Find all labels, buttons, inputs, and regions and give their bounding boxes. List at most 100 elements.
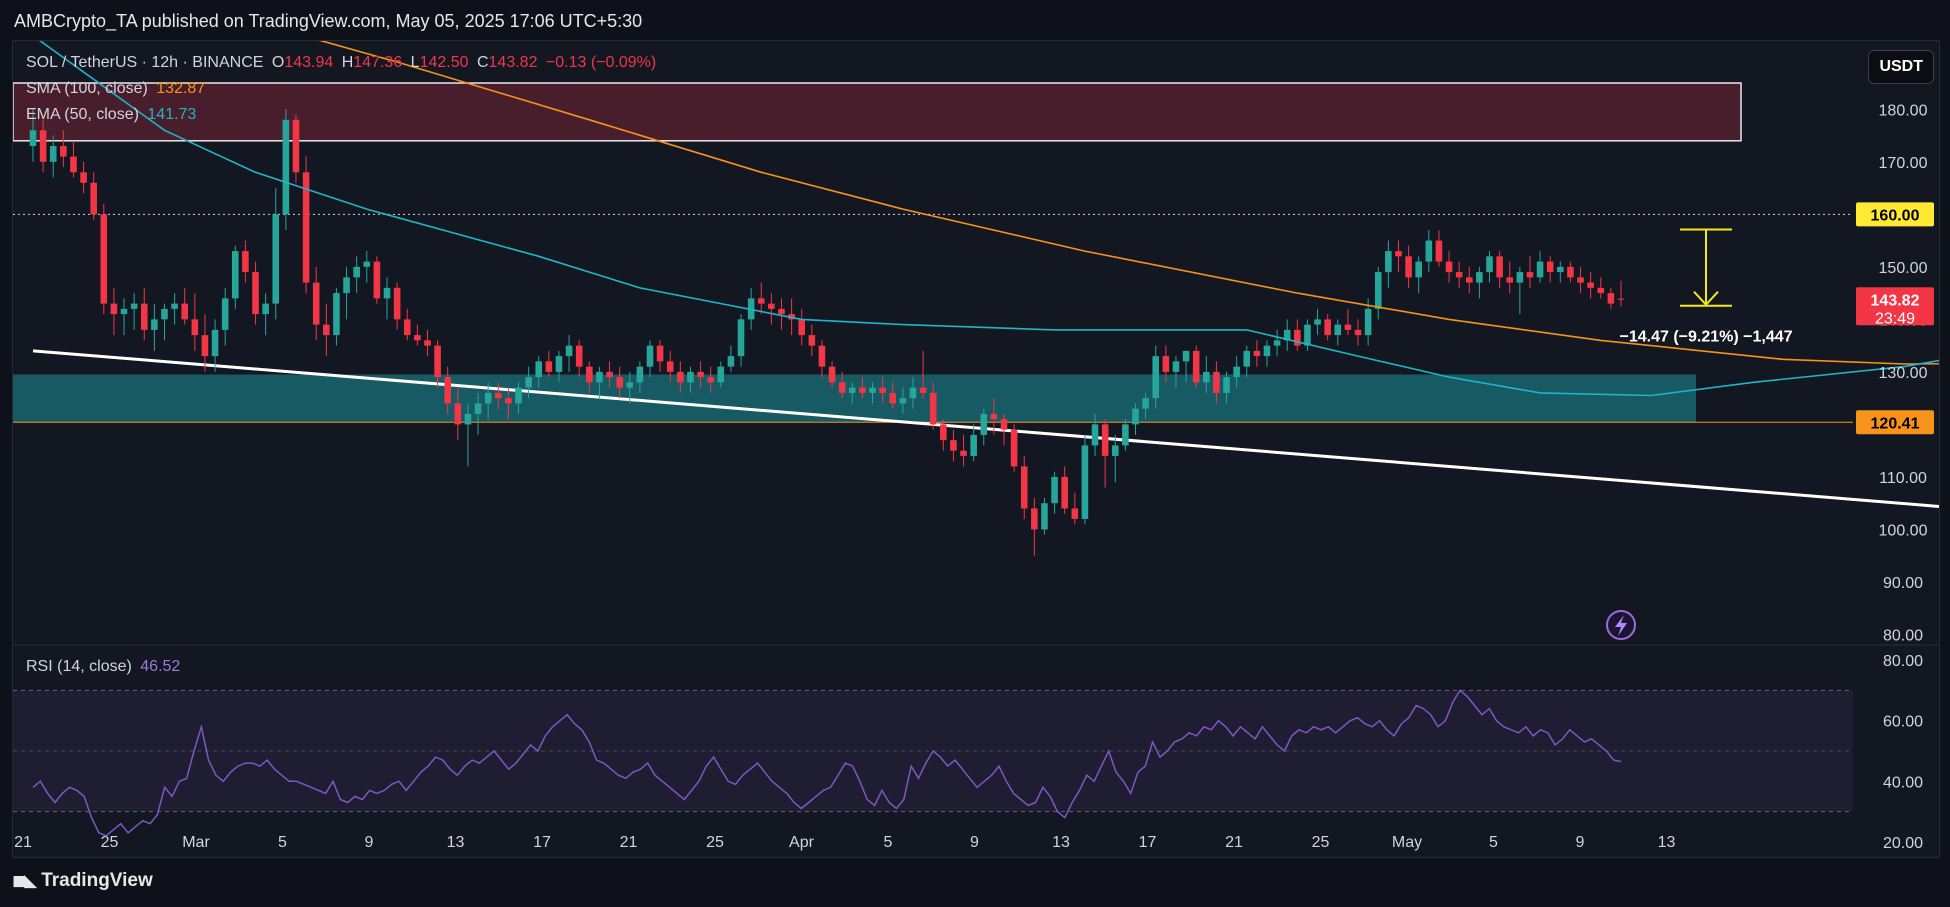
candle-body	[869, 387, 876, 393]
date-tick-label: 21	[14, 834, 32, 851]
ema-legend[interactable]: EMA (50, close) 141.73	[26, 106, 200, 124]
candle-body	[1425, 240, 1433, 262]
lightning-icon	[1615, 615, 1627, 636]
date-tick-label: 21	[620, 834, 638, 851]
candle-body	[1304, 324, 1311, 346]
candle-body	[1617, 298, 1625, 300]
candle-body	[757, 298, 765, 304]
footer-logo[interactable]: ◼◣ TradingView	[12, 870, 153, 892]
candle-body	[494, 392, 502, 399]
candle-body	[1283, 329, 1291, 341]
candle-body	[727, 356, 735, 367]
rsi-line[interactable]	[32, 689, 1622, 837]
date-tick-label: 9	[365, 834, 374, 851]
currency-button[interactable]: USDT	[1868, 50, 1934, 84]
candle-body	[1061, 476, 1068, 509]
candle-body	[90, 182, 97, 215]
measure-arrow-icon	[1693, 291, 1719, 307]
close-value: 143.82	[488, 54, 538, 71]
candle-body	[464, 413, 472, 425]
rsi-tick-label: 80.00	[1883, 653, 1923, 670]
candle-body	[1395, 251, 1402, 257]
date-tick-label: May	[1392, 834, 1422, 851]
symbol-name[interactable]: SOL / TetherUS · 12h · BINANCE	[26, 54, 264, 71]
candle-body	[646, 345, 654, 367]
candle-body	[60, 146, 67, 157]
candle-body	[535, 361, 543, 378]
candle-body	[1496, 256, 1503, 278]
candle-body	[414, 335, 421, 341]
candle-body	[1364, 308, 1372, 336]
badge-120-bg	[1856, 410, 1934, 435]
high-label: H	[341, 54, 354, 71]
candle-body	[29, 130, 37, 147]
candle-body	[596, 371, 603, 383]
candle-body	[616, 377, 623, 388]
candle-body	[1455, 272, 1463, 278]
candle-body	[515, 387, 522, 404]
candle-body	[859, 387, 866, 393]
badge-160-bg	[1856, 202, 1934, 227]
low-label: L	[410, 54, 420, 71]
candle-body	[1344, 324, 1352, 330]
price-tick-label: 150.00	[1879, 260, 1928, 277]
sma-100-line[interactable]	[33, 41, 1939, 365]
support-zone[interactable]	[13, 374, 1696, 423]
candle-body	[1000, 419, 1008, 430]
candle-body	[1354, 329, 1362, 336]
candle-body	[1324, 319, 1331, 336]
candle-body	[454, 403, 462, 425]
date-tick-label: 17	[1139, 834, 1157, 851]
candle-body	[1506, 277, 1514, 283]
candle-body	[1476, 272, 1483, 283]
sma-legend[interactable]: SMA (100, close) 132.87	[26, 80, 209, 98]
candle-body	[171, 303, 178, 309]
date-tick-label: 13	[1052, 834, 1070, 851]
candle-body	[434, 345, 441, 378]
change-value: −0.13 (−0.09%)	[545, 54, 657, 71]
candle-body	[1091, 424, 1099, 446]
measure-label: −14.47 (−9.21%) −1,447	[1619, 329, 1792, 346]
date-tick-label: Apr	[789, 834, 815, 851]
candle-body	[717, 366, 725, 383]
candle-body	[1607, 293, 1615, 304]
candle-body	[929, 392, 937, 425]
symbol-legend: SOL / TetherUS · 12h · BINANCE O143.94 H…	[26, 54, 660, 72]
candle-body	[221, 298, 229, 330]
descending-trendline[interactable]	[32, 349, 1939, 627]
candle-body	[1546, 261, 1554, 273]
chart-frame[interactable]: −14.47 (−9.21%) −1,447 80.00 90.00 100.00 11…	[12, 40, 1940, 858]
candle-body	[120, 308, 128, 315]
candle-body	[211, 329, 219, 357]
candle-body	[950, 440, 957, 451]
candle-body	[373, 261, 381, 299]
resistance-zone[interactable]	[13, 82, 1742, 142]
price-tick-label: 90.00	[1883, 575, 1923, 592]
candle-body	[1142, 398, 1149, 409]
candle-body	[292, 119, 300, 173]
candle-body	[818, 345, 826, 367]
candle-body	[130, 303, 138, 309]
candle-body	[333, 293, 340, 336]
date-tick-label: 13	[1658, 834, 1676, 851]
date-tick-label: 9	[1576, 834, 1585, 851]
candle-body	[1081, 445, 1089, 519]
ema-value: 141.73	[147, 106, 197, 123]
candle-body	[151, 319, 158, 330]
candle-body	[1172, 361, 1180, 372]
candle-body	[161, 308, 168, 320]
candle-body	[960, 450, 967, 456]
candle-body	[80, 172, 87, 183]
candle-body	[1557, 266, 1564, 273]
candle-body	[1587, 282, 1594, 288]
candle-body	[565, 345, 573, 357]
price-chart-svg[interactable]: −14.47 (−9.21%) −1,447 80.00 90.00 100.00 11…	[13, 41, 1939, 857]
candle-body	[1597, 287, 1605, 294]
ema-50-line[interactable]	[33, 41, 1939, 397]
rsi-legend[interactable]: RSI (14, close) 46.52	[26, 658, 184, 676]
candle-body	[282, 119, 290, 215]
candle-body	[1223, 377, 1230, 393]
candle-body	[666, 361, 674, 372]
candle-body	[909, 387, 917, 399]
candle-body	[1031, 508, 1038, 530]
